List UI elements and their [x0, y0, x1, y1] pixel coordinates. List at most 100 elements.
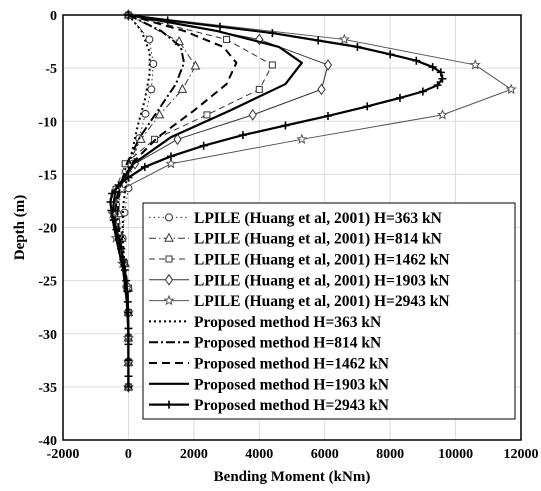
y-tick-label: -10 [38, 115, 57, 130]
point-marker [428, 63, 437, 72]
point-marker [124, 308, 133, 317]
legend-label: LPILE (Huang et al, 2001) H=2943 kN [194, 293, 450, 310]
series-line [113, 14, 238, 387]
point-marker [121, 160, 129, 168]
y-tick-label: -30 [38, 328, 57, 343]
y-tick-label: -20 [38, 222, 57, 237]
point-marker [296, 133, 308, 145]
point-marker [122, 276, 131, 285]
legend-entry: LPILE (Huang et al, 2001) H=814 kN [149, 231, 442, 248]
point-marker [117, 244, 126, 253]
point-marker [107, 206, 116, 215]
point-marker [163, 294, 175, 306]
point-marker [145, 35, 154, 44]
point-marker [438, 74, 447, 83]
point-marker [123, 297, 132, 306]
x-tick-label: 12000 [504, 447, 539, 462]
point-marker [203, 111, 211, 119]
legend-entry: LPILE (Huang et al, 2001) H=1462 kN [149, 252, 450, 269]
y-tick-label: -40 [38, 434, 57, 449]
legend-entry: Proposed method H=2943 kN [149, 397, 389, 414]
point-marker [199, 141, 208, 150]
point-marker [164, 273, 174, 286]
point-marker [123, 287, 132, 296]
x-tick-label: -2000 [47, 447, 80, 462]
x-tick-label: 2000 [180, 447, 208, 462]
point-marker [255, 85, 263, 93]
legend-entry: LPILE (Huang et al, 2001) H=2943 kN [149, 293, 450, 310]
legend: LPILE (Huang et al, 2001) H=363 kN LPILE … [142, 202, 516, 420]
point-marker [124, 340, 133, 349]
point-marker [147, 85, 156, 94]
point-marker [363, 102, 372, 111]
y-axis-title: Depth (m) [12, 195, 28, 260]
point-marker [163, 16, 172, 25]
point-marker [166, 152, 175, 161]
point-marker [338, 33, 350, 45]
x-tick-label: 10000 [438, 447, 473, 462]
point-marker [190, 60, 201, 70]
point-marker [353, 42, 362, 51]
y-tick-label: -5 [45, 62, 57, 77]
point-marker [317, 83, 326, 96]
legend-label: Proposed method H=1462 kN [194, 356, 389, 373]
tick-labels: -2000 0 2000 4000 6000 8000 10000 12000 0 -5 -10 -1… [38, 9, 538, 462]
point-marker [314, 36, 323, 45]
point-marker [436, 109, 449, 120]
legend-entry: Proposed method H=1462 kN [149, 356, 389, 373]
point-marker [114, 235, 123, 244]
x-tick-label: 4000 [245, 447, 273, 462]
legend-label: LPILE (Huang et al, 2001) H=814 kN [194, 231, 442, 248]
point-marker [433, 81, 442, 90]
series-8 [113, 14, 238, 387]
point-marker [124, 382, 133, 391]
point-marker [395, 93, 404, 102]
point-marker [108, 189, 117, 198]
legend-label: Proposed method H=363 kN [194, 314, 381, 331]
point-marker [149, 59, 158, 68]
point-marker [164, 232, 174, 242]
legend-entry: LPILE (Huang et al, 2001) H=363 kN [149, 210, 442, 227]
y-tick-label: -35 [38, 381, 57, 396]
legend-entry: Proposed method H=363 kN [149, 314, 381, 331]
point-marker [124, 372, 133, 381]
point-marker [216, 22, 225, 31]
series-lines [106, 9, 517, 393]
y-tick-label: -25 [38, 275, 57, 290]
point-marker [323, 111, 332, 120]
x-axis-title: Bending Moment (kNm) [214, 469, 371, 485]
legend-entry: Proposed method H=1903 kN [149, 376, 389, 393]
plot-frame [62, 14, 522, 441]
x-tick-label: 6000 [311, 447, 339, 462]
x-tick-label: 0 [125, 447, 132, 462]
series-line [114, 14, 273, 387]
point-marker [268, 29, 277, 38]
point-marker [140, 162, 149, 171]
point-marker [412, 56, 421, 65]
point-marker [505, 83, 517, 95]
point-marker [436, 68, 445, 77]
legend-entry: Proposed method H=814 kN [149, 335, 381, 352]
series-line [121, 14, 151, 387]
point-marker [165, 157, 177, 169]
y-tick-label: 0 [50, 9, 57, 24]
point-marker [165, 213, 173, 222]
legend-label: Proposed method H=814 kN [194, 335, 381, 352]
point-marker [165, 255, 173, 263]
point-marker [173, 133, 182, 146]
point-marker [112, 225, 121, 234]
point-marker [124, 356, 133, 365]
y-tick-label: -15 [38, 168, 57, 183]
point-marker [114, 181, 123, 189]
point-marker [106, 198, 115, 206]
point-marker [223, 35, 231, 43]
point-marker [418, 87, 427, 96]
point-marker [165, 400, 173, 409]
x-tick-label: 8000 [376, 447, 404, 462]
point-marker [281, 121, 290, 130]
point-marker [119, 255, 128, 264]
legend-label: LPILE (Huang et al, 2001) H=363 kN [194, 210, 442, 227]
legend-label: Proposed method H=2943 kN [194, 397, 389, 414]
point-marker [469, 59, 481, 70]
